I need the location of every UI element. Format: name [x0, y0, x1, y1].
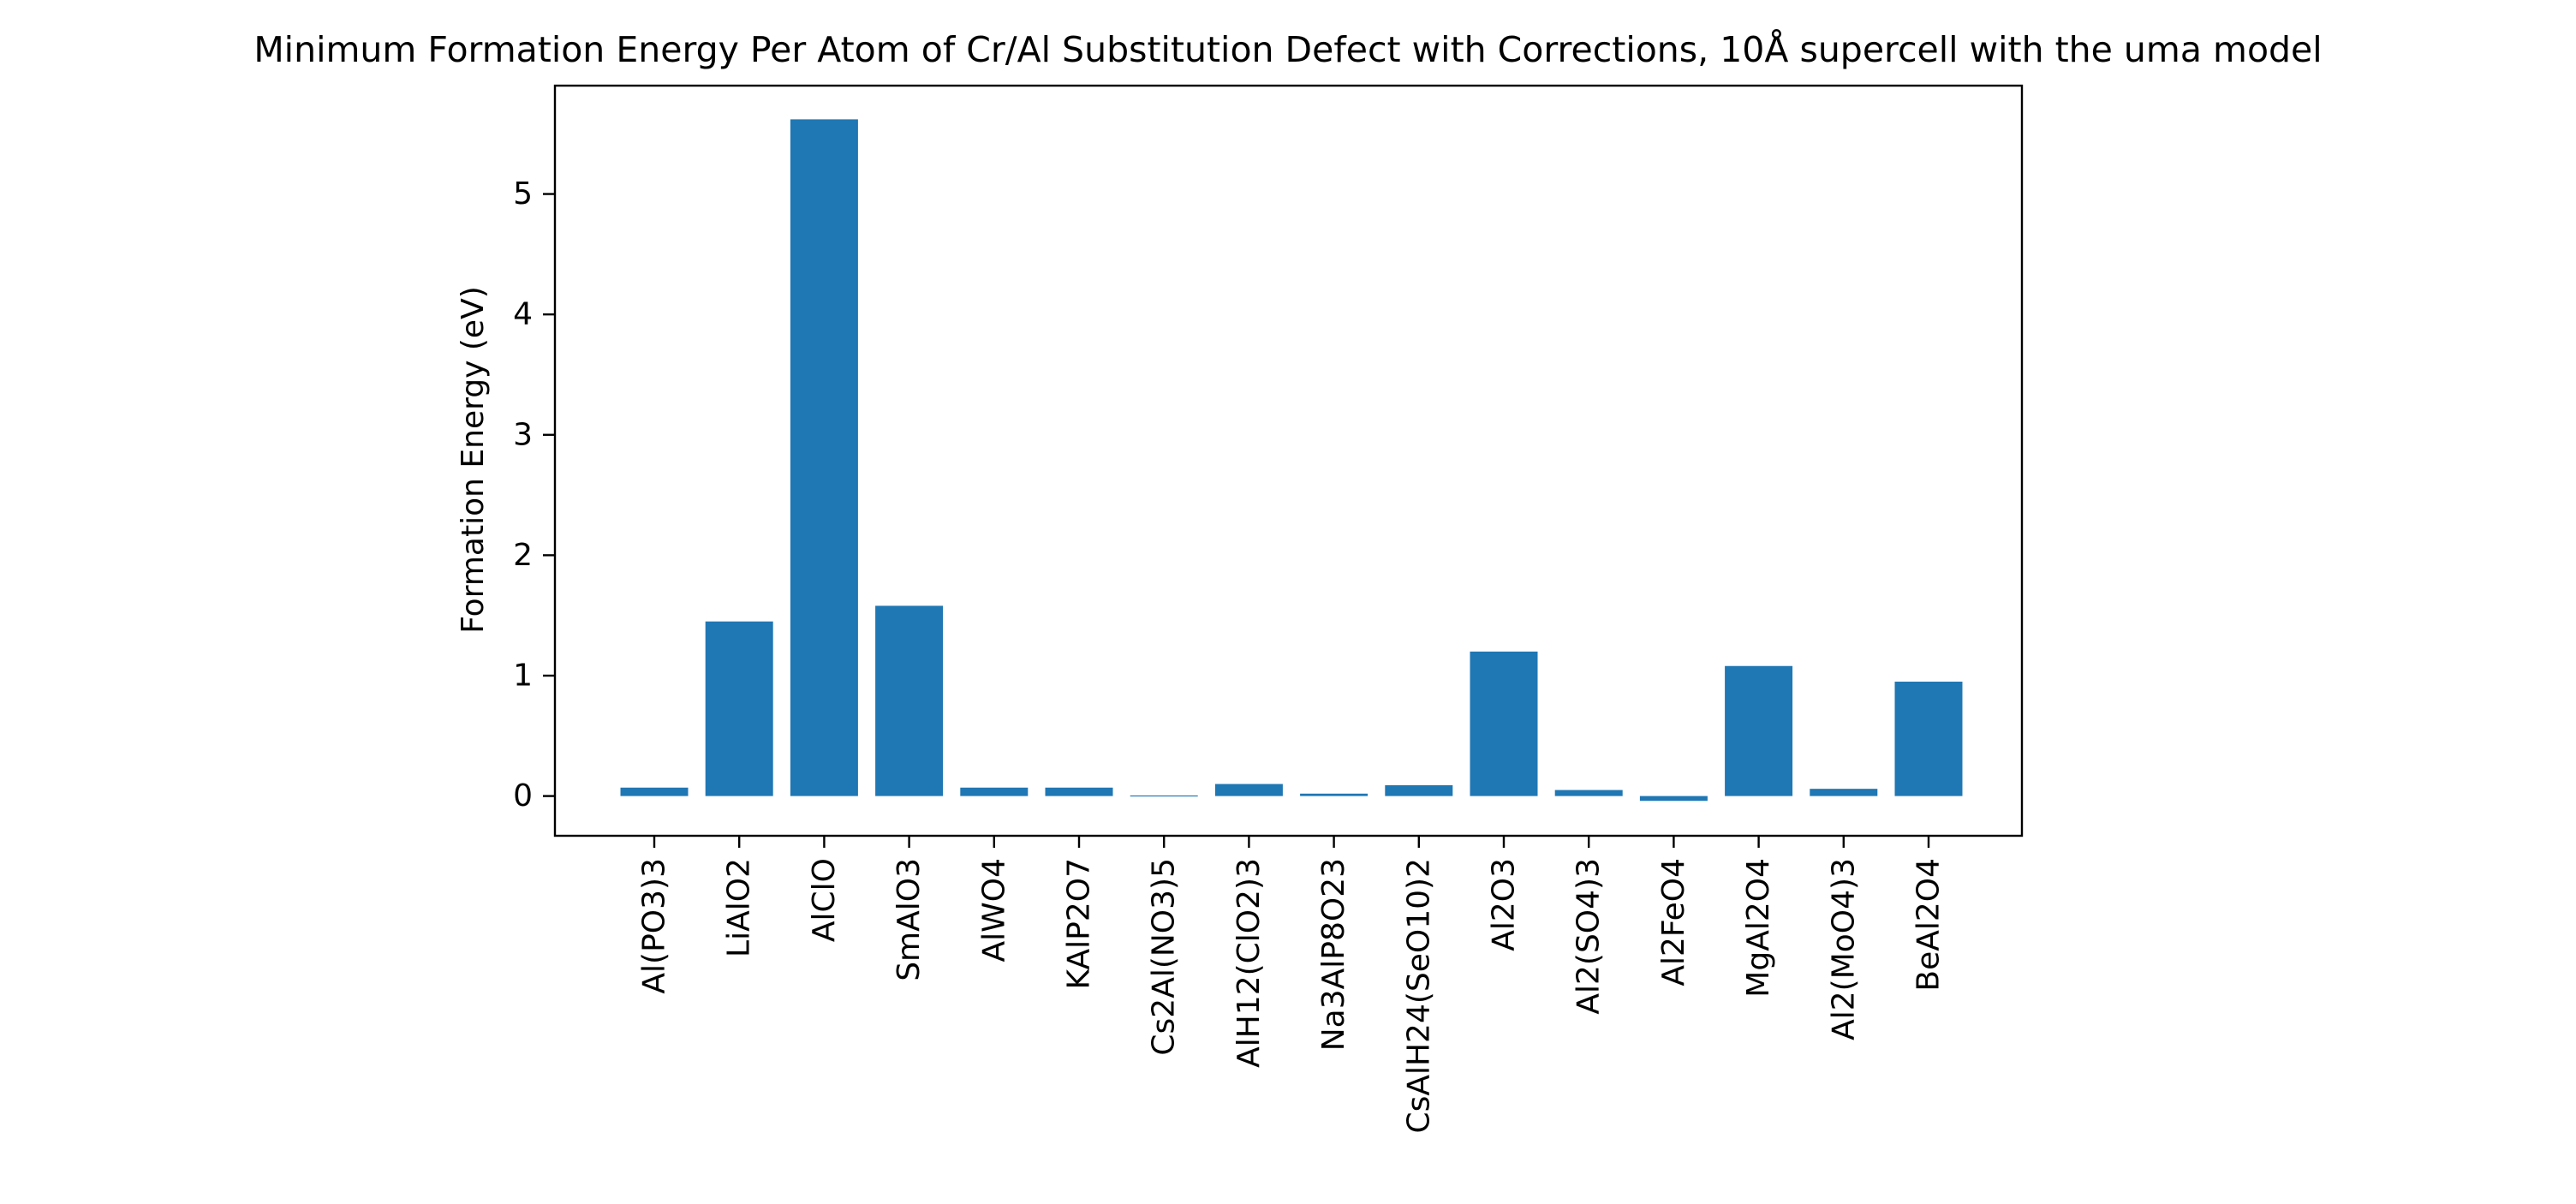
- y-tick-label: 2: [513, 538, 533, 573]
- x-tick-label: SmAlO3: [891, 858, 927, 981]
- y-axis-label: Formation Energy (eV): [456, 286, 491, 634]
- bar: [1810, 789, 1878, 796]
- y-axis: 0 1 2 3 4 5: [513, 176, 555, 814]
- y-tick-label: 3: [513, 417, 533, 452]
- bar: [1639, 796, 1708, 802]
- bar: [875, 605, 944, 796]
- bar: [1214, 784, 1283, 796]
- bar: [1554, 790, 1623, 796]
- y-tick-label: 4: [513, 297, 533, 332]
- x-tick-label: KAlP2O7: [1062, 858, 1097, 989]
- bar: [1470, 651, 1538, 796]
- x-tick-label: AlClO: [807, 858, 842, 942]
- x-tick-label: Na3AlP8O23: [1316, 858, 1351, 1051]
- bar: [1894, 682, 1963, 796]
- bar: [705, 621, 773, 796]
- bar: [790, 119, 858, 796]
- x-tick-label: Al2O3: [1487, 858, 1522, 951]
- x-tick-label: MgAl2O4: [1741, 858, 1776, 998]
- x-tick-label: Cs2Al(NO3)5: [1147, 858, 1182, 1056]
- x-tick-label: Al2(MoO4)3: [1826, 858, 1861, 1040]
- x-tick-label: CsAlH24(SeO10)2: [1401, 858, 1436, 1134]
- bar: [1725, 665, 1793, 796]
- bars-group: [620, 119, 1963, 802]
- bar: [1385, 784, 1453, 796]
- chart-title: Minimum Formation Energy Per Atom of Cr/…: [253, 29, 2322, 70]
- x-tick-label: BeAl2O4: [1911, 858, 1947, 992]
- y-tick-label: 5: [513, 176, 533, 212]
- x-tick-label: Al2FeO4: [1656, 858, 1691, 986]
- y-tick-label: 0: [513, 778, 533, 814]
- bar: [620, 787, 689, 796]
- x-tick-label: Al(PO3)3: [637, 858, 672, 994]
- x-axis: Al(PO3)3 LiAlO2 AlClO SmAlO3 AlWO4 KAlP2O7 Cs2…: [637, 836, 1947, 1134]
- x-tick-label: LiAlO2: [722, 858, 757, 957]
- bar: [1300, 793, 1368, 796]
- bar: [960, 787, 1029, 796]
- x-tick-label: Al2(SO4)3: [1571, 858, 1607, 1015]
- x-tick-label: AlWO4: [976, 858, 1011, 962]
- plot-frame: [553, 84, 2024, 837]
- y-tick-label: 1: [513, 658, 533, 693]
- bar: [1045, 787, 1113, 796]
- x-tick-label: AlH12(ClO2)3: [1231, 858, 1267, 1068]
